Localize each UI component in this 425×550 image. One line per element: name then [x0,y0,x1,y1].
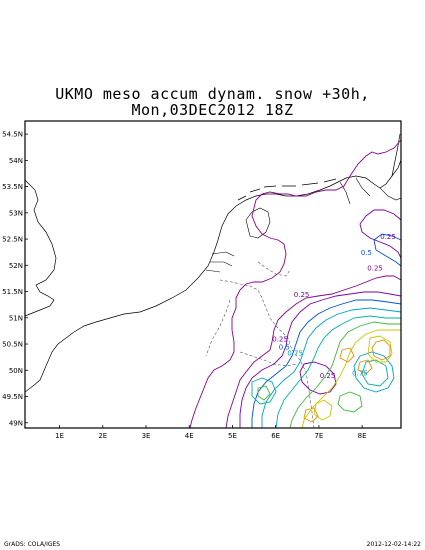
contour-line-3 [371,339,391,361]
lat-tick-label: 52.5N [2,236,23,244]
contour-line-15-c [337,391,363,413]
lat-tick-label: 49N [9,419,23,427]
lon-tick-label: 5E [228,432,237,440]
contour-line-075 [261,307,401,428]
lat-tick-label: 50N [9,367,23,375]
uk-coastline [25,179,57,317]
contour-line-0 [189,139,401,428]
lon-tick-label: 3E [142,432,151,440]
contour-line-2 [301,329,401,428]
contour-value-label: 0.5 [361,249,372,257]
political-borders [205,261,315,428]
german-estuaries [339,177,401,205]
lat-tick-label: 51N [9,314,23,322]
lat-tick-label: 50.5N [2,341,23,349]
contour-value-label: 0.75 [352,370,368,378]
contour-line-025-mid [239,291,401,428]
contour-line-1-b [361,359,389,387]
lon-tick-label: 4E [185,432,194,440]
map-geography: 0.250.50.250.250.250.50.750.25 0.75 [25,133,401,428]
frisian-islands [237,178,337,201]
contour-labels: 0.250.50.250.250.250.50.750.25 0.75 [272,233,396,380]
longitude-axis: 1E 2E 3E 4E 5E 6E 7E 8E [55,425,367,440]
continent-coastline [25,159,401,393]
contour-line-15 [289,321,401,428]
map-title-line2: Mon,03DEC2012 18Z [131,101,294,119]
lat-tick-label: 51.5N [2,288,23,296]
latitude-axis: 54.5N 54N 53.5N 53N 52.5N 52N 51.5N 51N 50.5N 50N… [2,131,28,427]
contour-line-0-b [225,275,401,428]
contour-line-05-mid [251,299,401,428]
contour-line-3-b [357,359,373,375]
lon-tick-label: 8E [358,432,367,440]
contour-line-1 [275,315,401,428]
lon-tick-label: 7E [314,432,323,440]
lat-tick-label: 53.5N [2,183,23,191]
ijsselmeer [245,207,271,239]
zeeland-estuaries [205,251,235,273]
contour-value-label: 0.25 [380,233,396,241]
contour-line-3-c [303,407,319,423]
lat-tick-label: 54.5N [2,131,23,139]
contour-value-label: 0.25 [272,335,288,343]
contour-line-2-b [367,335,393,363]
map-frame [24,120,402,429]
contour-value-label: 0.25 [367,265,383,273]
map-title-line1: UKMO meso accum dynam. snow +30h, [55,85,370,103]
contour-value-label: 0.5 [279,343,290,351]
contour-line-3-d [339,347,355,363]
lat-tick-label: 53N [9,209,23,217]
footer-credit: GrADS: COLA/IGES [4,541,61,548]
lat-tick-label: 52N [9,262,23,270]
contour-line-2-c [313,399,333,421]
contour-value-label: 0.25 [294,291,310,299]
contour-value-label: 0.25 [320,372,336,380]
contour-line-05-north [373,233,401,267]
lon-tick-label: 1E [55,432,64,440]
lon-tick-label: 6E [271,432,280,440]
contour-value-label: 0.75 [287,350,303,358]
jutland-coast [391,133,401,177]
contour-line-025-north [359,209,401,259]
footer-timestamp: 2012-12-02-14:22 [366,541,421,548]
lon-tick-label: 2E [98,432,107,440]
lat-tick-label: 49.5N [2,393,23,401]
lat-tick-label: 54N [9,157,23,165]
contour-line-1-c [251,377,277,405]
contour-line-15-b [257,385,271,401]
contour-line-075-b [353,351,395,393]
